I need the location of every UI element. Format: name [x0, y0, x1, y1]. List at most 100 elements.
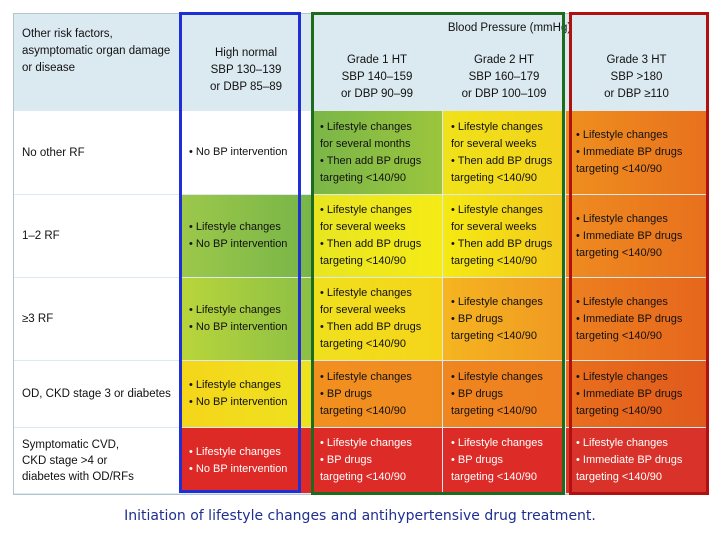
recommendation-cell: • Lifestyle changes for several weeks • T… [443, 111, 565, 194]
column-header-line: Grade 1 HT [346, 53, 408, 66]
column-header-line: or DBP 90–99 [340, 87, 414, 100]
row-label-text: Symptomatic CVD, CKD stage >4 or diabetes … [22, 437, 134, 485]
recommendation-line: • Then add BP drugs [451, 238, 553, 250]
blood-pressure-title: Blood Pressure (mmHg) [312, 14, 707, 43]
recommendation-cell: • Lifestyle changes • BP drugs targeting … [443, 278, 565, 360]
recommendation-line: • No BP intervention [189, 146, 288, 158]
row-label-text: 1–2 RF [22, 228, 60, 244]
recommendation-line: • BP drugs [451, 454, 503, 466]
recommendation-line: targeting <140/90 [320, 255, 406, 267]
recommendation-line: for several weeks [320, 304, 406, 316]
recommendation-line: • Immediate BP drugs [576, 454, 683, 466]
recommendation-line: targeting <140/90 [320, 471, 406, 483]
column-header-line: SBP 160–179 [468, 70, 540, 83]
row-label-1: No other RF [14, 111, 180, 194]
recommendation-line: targeting <140/90 [451, 404, 537, 417]
row-label-text: OD, CKD stage 3 or diabetes [22, 386, 171, 402]
column-header-line: SBP 140–159 [341, 70, 413, 83]
recommendation-line: • Lifestyle changes [576, 437, 668, 449]
recommendation-line: • Lifestyle changes [451, 437, 543, 449]
column-header-line: or DBP 100–109 [461, 87, 547, 100]
recommendation-line: targeting <140/90 [451, 329, 537, 342]
risk-factor-header-line: Other risk factors, [22, 28, 113, 40]
recommendation-line: targeting <140/90 [320, 404, 406, 417]
column-header-line: SBP >180 [610, 70, 663, 83]
recommendation-line: • No BP intervention [189, 396, 288, 408]
row-label-2: 1–2 RF [14, 195, 180, 277]
recommendation-cell: • Lifestyle changes for several months • … [312, 111, 442, 194]
row-label-line: Symptomatic CVD, [22, 438, 120, 451]
recommendation-line: • Immediate BP drugs [576, 146, 683, 158]
row-label-line: diabetes with OD/RFs [22, 470, 134, 483]
column-header-line: High normal [215, 46, 277, 59]
recommendation-line: • Lifestyle changes [320, 437, 412, 449]
recommendation-line: • BP drugs [451, 312, 503, 325]
recommendation-line: • No BP intervention [189, 321, 288, 333]
recommendation-cell: • Lifestyle changes • Immediate BP drugs … [566, 278, 707, 360]
recommendation-line: • No BP intervention [189, 462, 288, 475]
recommendation-line: • Immediate BP drugs [576, 387, 683, 400]
recommendation-line: • Lifestyle changes [451, 120, 543, 133]
risk-factor-header-line: asymptomatic organ damage [22, 45, 171, 57]
risk-factor-header: Other risk factors, asymptomatic organ da… [14, 14, 180, 110]
column-header-line: or DBP ≥110 [604, 87, 669, 100]
recommendation-line: • Lifestyle changes [576, 295, 668, 308]
recommendation-line: • Lifestyle changes [189, 221, 281, 233]
row-label-4: OD, CKD stage 3 or diabetes [14, 361, 180, 427]
recommendation-cell: • Lifestyle changes • No BP intervention [181, 278, 311, 360]
recommendation-line: targeting <140/90 [320, 338, 406, 350]
recommendation-cell: • No BP intervention [181, 111, 311, 194]
risk-factor-header-line: or disease [22, 62, 76, 74]
recommendation-line: targeting <140/90 [451, 255, 537, 267]
recommendation-line: • Lifestyle changes [451, 204, 543, 216]
column-header-high-normal: High normal SBP 130–139 or DBP 85–89 [181, 14, 311, 110]
row-label-3: ≥3 RF [14, 278, 180, 360]
recommendation-cell: • Lifestyle changes for several weeks • T… [312, 195, 442, 277]
recommendation-cell: • Lifestyle changes • BP drugs targeting … [312, 361, 442, 427]
recommendation-cell: • Lifestyle changes • Immediate BP drugs … [566, 111, 707, 194]
recommendation-line: • Lifestyle changes [576, 370, 668, 383]
column-header-grade-3: Grade 3 HT SBP >180 or DBP ≥110 [566, 44, 707, 110]
row-label-line: 1–2 RF [22, 230, 60, 242]
recommendation-cell: • Lifestyle changes for several weeks • T… [312, 278, 442, 360]
recommendation-line: • Then add BP drugs [320, 238, 422, 250]
recommendation-cell: • Lifestyle changes • BP drugs targeting … [312, 428, 442, 493]
recommendation-line: for several weeks [451, 137, 537, 150]
recommendation-line: targeting <140/90 [451, 171, 537, 184]
recommendation-line: • Then add BP drugs [320, 321, 422, 333]
recommendation-line: • Lifestyle changes [189, 445, 281, 458]
recommendation-line: • Lifestyle changes [320, 370, 412, 383]
recommendation-line: targeting <140/90 [576, 246, 662, 259]
recommendation-line: • Lifestyle changes [576, 129, 668, 141]
recommendation-cell: • Lifestyle changes • Immediate BP drugs … [566, 361, 707, 427]
row-label-5: Symptomatic CVD, CKD stage >4 or diabetes … [14, 428, 180, 493]
recommendation-line: • Then add BP drugs [451, 154, 553, 167]
recommendation-line: for several weeks [451, 221, 537, 233]
column-header-line: Grade 3 HT [606, 53, 667, 66]
row-label-line: CKD stage >4 or [22, 454, 108, 467]
column-header-line: or DBP 85–89 [209, 80, 283, 93]
recommendation-line: • Lifestyle changes [576, 212, 668, 225]
column-header-line: Grade 2 HT [473, 53, 535, 66]
recommendation-cell: • Lifestyle changes • BP drugs targeting … [443, 361, 565, 427]
recommendation-line: targeting <140/90 [576, 329, 662, 342]
figure-caption: Initiation of lifestyle changes and anti… [124, 508, 596, 524]
recommendation-cell: • Lifestyle changes • Immediate BP drugs … [566, 195, 707, 277]
recommendation-line: • Lifestyle changes [189, 304, 281, 316]
recommendation-line: • Lifestyle changes [320, 120, 412, 133]
recommendation-cell: • Lifestyle changes • No BP intervention [181, 428, 311, 493]
row-label-text: No other RF [22, 145, 85, 161]
column-header-grade-2: Grade 2 HT SBP 160–179 or DBP 100–109 [443, 44, 565, 110]
recommendation-cell: • Lifestyle changes • Immediate BP drugs … [566, 428, 707, 493]
column-header-grade-1: Grade 1 HT SBP 140–159 or DBP 90–99 [312, 44, 442, 110]
recommendation-line: for several months [320, 137, 411, 150]
recommendation-cell: • Lifestyle changes for several weeks • T… [443, 195, 565, 277]
recommendation-cell: • Lifestyle changes • No BP intervention [181, 195, 311, 277]
row-label-line: ≥3 RF [22, 313, 54, 325]
recommendation-line: • Lifestyle changes [451, 370, 543, 383]
recommendation-line: • Then add BP drugs [320, 154, 422, 167]
row-label-line: No other RF [22, 146, 85, 159]
column-header-line: SBP 130–139 [210, 63, 282, 76]
recommendation-cell: • Lifestyle changes • No BP intervention [181, 361, 311, 427]
recommendation-line: • Immediate BP drugs [576, 229, 683, 242]
